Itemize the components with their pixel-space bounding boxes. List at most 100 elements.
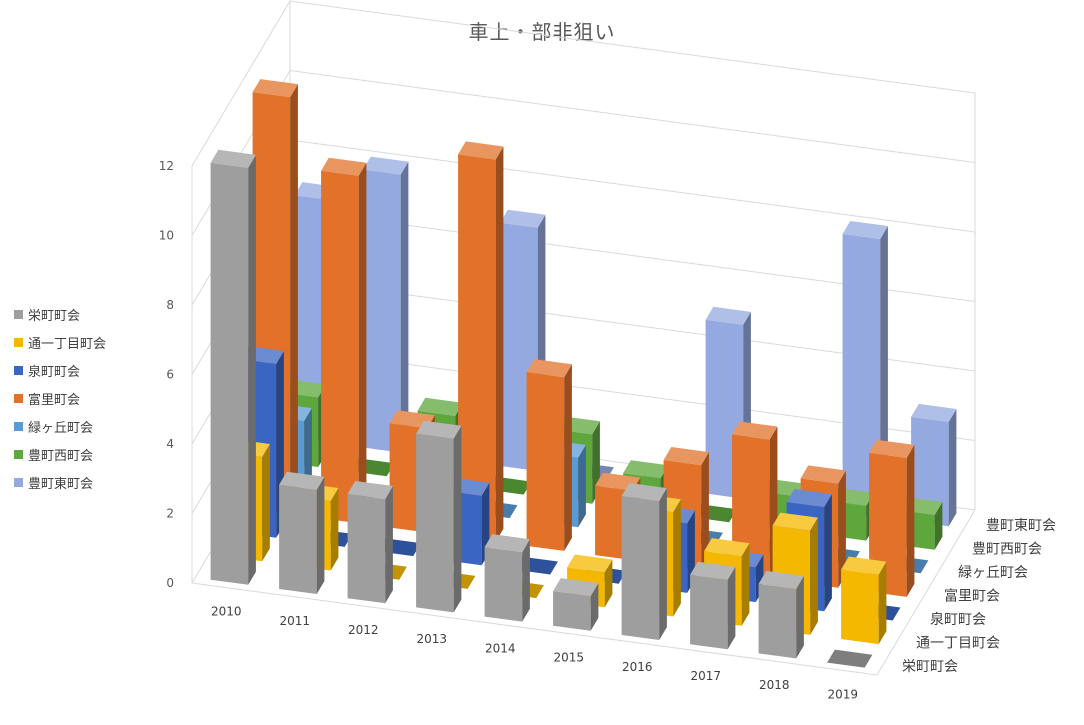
y-tick-label: 12: [159, 159, 174, 173]
bar-top: [786, 489, 832, 507]
bar-side: [316, 476, 325, 594]
bar-front: [484, 547, 523, 622]
bar-top: [841, 556, 887, 575]
bar-side: [495, 146, 504, 542]
x-tick-label: 2017: [690, 669, 721, 683]
legend-entry: 緑ヶ丘町会: [14, 412, 106, 440]
bar-side: [385, 486, 393, 604]
legend-entry: 通一丁目町会: [14, 328, 106, 356]
bar-front: [210, 162, 249, 585]
bar-side: [796, 576, 804, 659]
legend-swatch: [14, 421, 23, 431]
legend-entry: 富里町会: [14, 384, 106, 412]
bar-top: [526, 359, 572, 378]
legend-label: 通一丁目町会: [28, 336, 107, 352]
bar-side: [948, 409, 957, 527]
bar-side: [810, 517, 818, 635]
x-tick-label: 2015: [553, 651, 584, 665]
legend-entry: 栄町町会: [14, 300, 106, 328]
bar-side: [590, 583, 599, 631]
bar-front: [347, 493, 386, 604]
bar-side: [304, 408, 312, 491]
bar-side: [400, 161, 409, 453]
bar-top: [553, 578, 599, 597]
legend-swatch: [14, 449, 23, 459]
bar-side: [701, 452, 709, 570]
bar-top: [732, 421, 778, 440]
bar: [758, 570, 804, 659]
depth-axis-label: 豊町西町会: [972, 541, 1042, 557]
bar-side: [578, 444, 586, 528]
bar-top: [705, 306, 751, 325]
bar-front: [553, 591, 591, 631]
legend-swatch: [14, 477, 23, 487]
legend: 栄町町会通一丁目町会 泉町町会富里町会緑ヶ丘町会豊町西町会豊町東町会: [14, 300, 106, 496]
bar-side: [330, 488, 339, 571]
bar-side: [262, 444, 270, 562]
bar-top: [279, 471, 325, 490]
bar-front: [321, 170, 359, 524]
bar-top: [621, 483, 667, 501]
y-tick-label: 8: [166, 298, 174, 312]
bar-top: [252, 79, 298, 98]
bar-side: [248, 154, 256, 585]
depth-axis-label: 豊町東町会: [986, 518, 1056, 534]
x-tick-label: 2012: [348, 623, 379, 637]
bar: [363, 156, 409, 453]
bar: [690, 561, 736, 650]
y-tick-label: 0: [166, 576, 174, 590]
bar-side: [673, 499, 681, 617]
depth-axis-label: 栄町町会: [902, 659, 958, 675]
bar-side: [878, 561, 887, 645]
legend-swatch: [14, 337, 23, 347]
bar-top: [500, 209, 546, 228]
bar-side: [741, 543, 750, 626]
bar-side: [824, 494, 832, 612]
bar-front: [363, 169, 401, 453]
depth-axis-label: 緑ヶ丘町会: [958, 565, 1028, 581]
bar-side: [838, 470, 846, 588]
floor-edge: [191, 509, 976, 676]
bar-front: [841, 569, 879, 645]
bar: [526, 359, 572, 551]
bar: [458, 141, 504, 542]
bar: [210, 149, 256, 585]
bar-side: [453, 425, 462, 613]
bar: [553, 578, 599, 631]
legend-entry: 豊町東町会: [14, 468, 106, 496]
bar-top: [663, 447, 709, 466]
bar: [484, 534, 530, 622]
bar: [416, 420, 462, 613]
bar-top: [772, 512, 818, 531]
x-tick-label: 2014: [485, 641, 516, 655]
bar-top: [321, 157, 367, 176]
legend-swatch: [14, 309, 23, 319]
bar-base: [827, 649, 873, 668]
bar-top: [758, 570, 804, 589]
bar-side: [727, 566, 736, 650]
bar-top: [363, 156, 409, 175]
bar-top: [800, 465, 846, 484]
y-tick-label: 6: [166, 368, 174, 382]
bar-front: [526, 372, 565, 551]
legend-swatch: [14, 365, 23, 375]
legend-label: 富里町会: [28, 392, 81, 408]
depth-axis-label: 通一丁目町会: [916, 636, 1000, 652]
bar-front: [758, 583, 797, 659]
bar-side: [564, 364, 572, 551]
bar: [347, 481, 393, 604]
bar: [279, 471, 325, 594]
bar-front: [842, 233, 881, 517]
legend-label: 泉町町会: [28, 364, 81, 380]
depth-axis-label: 富里町会: [944, 588, 1000, 605]
x-tick-label: 2016: [622, 660, 653, 674]
bar-top: [347, 481, 393, 499]
y-tick-label: 4: [166, 437, 174, 451]
bar-top: [458, 141, 504, 160]
bar-top: [623, 460, 669, 479]
bar-side: [906, 444, 915, 597]
bar: [321, 157, 367, 524]
legend-label: 豊町西町会: [28, 448, 94, 464]
bar-front: [690, 574, 728, 650]
